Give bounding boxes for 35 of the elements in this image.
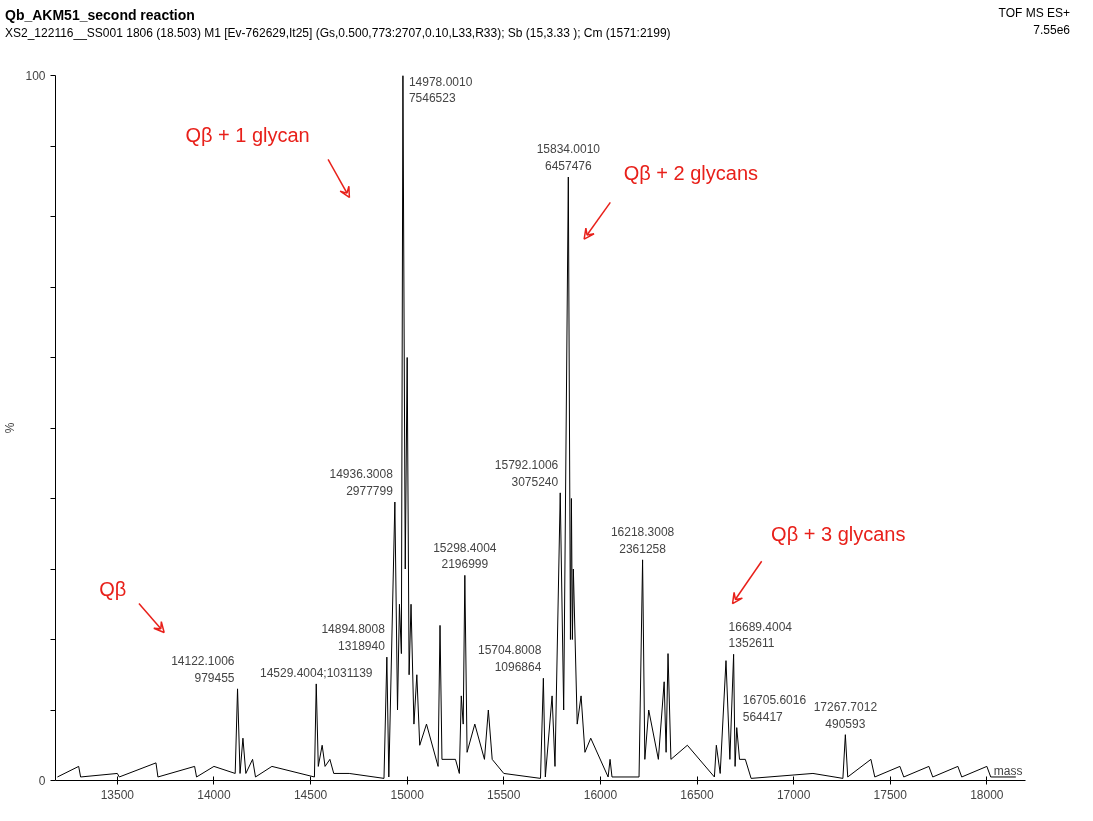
annotation: 14122.1006 979455	[171, 654, 235, 685]
x-axis-title: mass	[993, 763, 1023, 778]
x-tick-label: 15000	[390, 787, 425, 802]
x-tick-label: 18000	[970, 787, 1004, 802]
annotation: 15834.0010 6457476	[536, 142, 601, 174]
x-tick-label: 14000	[197, 787, 231, 802]
annotation: 16705.6016 564417	[742, 692, 807, 724]
annotation: 14978.0010 7546523	[408, 74, 473, 106]
y-tick-label: 0	[38, 774, 46, 788]
annotation: 14529.4004;1031139	[259, 665, 373, 680]
annotation: Qβ + 2 glycans	[623, 162, 759, 185]
annotation: Qβ	[99, 578, 127, 601]
x-tick-label: 17500	[873, 787, 908, 802]
annotation: Qβ + 1 glycan	[185, 124, 310, 147]
annotation: 15704.8008 1096864	[477, 643, 542, 675]
annotation: 15792.1006 3075240	[494, 458, 559, 489]
annotation: 16689.4004 1352611	[728, 619, 793, 651]
annotation: 14936.3008 2977799	[329, 467, 394, 499]
x-tick-label: 14500	[293, 787, 328, 802]
x-tick-label: 13500	[100, 787, 135, 802]
x-tick-label: 16500	[680, 787, 715, 802]
annotation: 17267.7012 490593	[813, 699, 878, 731]
annotation: 15298.4004 2196999	[433, 540, 497, 572]
chart-subtitle: XS2_122116__SS001 1806 (18.503) M1 [Ev-762629,It25] (Gs,0.500,773:2707,0.10,L33,R33); Sb (15,3.33 ); Cm (1571:2199)	[5, 25, 671, 42]
x-tick-label: 16000	[583, 787, 618, 802]
x-tick-label: 17000	[776, 787, 811, 802]
text: TOF MS ES+	[998, 6, 1070, 20]
annotation: 14894.8008 1318940	[321, 622, 386, 654]
chart-title: Qb_AKM51_second reaction	[5, 6, 196, 25]
annotation: Qβ + 3 glycans	[771, 523, 906, 546]
y-tick-label: 100	[25, 69, 46, 83]
y-axis-title: %	[3, 422, 18, 434]
annotation: 16218.3008 2361258	[610, 525, 675, 556]
text: 7.55e6	[1033, 23, 1070, 38]
x-tick-label: 15500	[487, 787, 521, 802]
